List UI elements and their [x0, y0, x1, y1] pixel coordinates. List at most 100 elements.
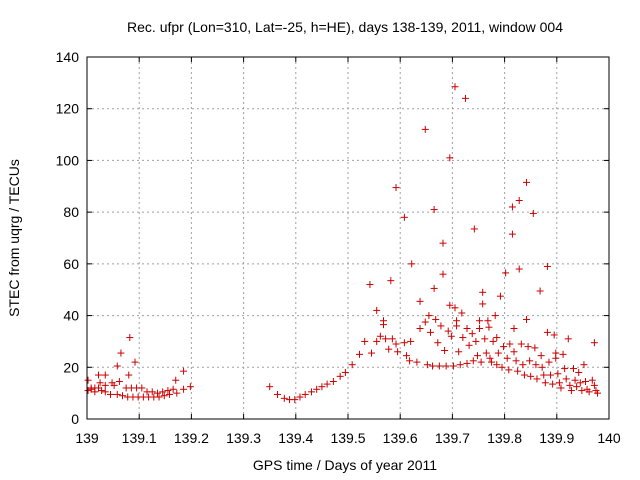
data-point	[117, 349, 125, 357]
data-point	[510, 325, 518, 332]
data-point	[533, 375, 541, 383]
data-point	[519, 361, 527, 369]
data-point	[180, 367, 188, 375]
data-point	[594, 389, 602, 397]
data-point	[423, 361, 431, 369]
data-point	[373, 306, 381, 314]
data-point	[348, 361, 356, 369]
data-points	[84, 83, 602, 404]
data-point	[446, 154, 454, 162]
data-point	[459, 334, 467, 342]
plot-frame	[86, 56, 610, 420]
data-point	[406, 357, 414, 365]
data-point	[336, 372, 344, 380]
data-point	[296, 393, 304, 401]
data-point	[266, 383, 274, 391]
data-point	[126, 334, 134, 342]
data-point	[101, 371, 109, 379]
data-point	[430, 206, 438, 214]
data-point	[98, 387, 106, 395]
data-point	[169, 385, 177, 393]
data-point	[400, 213, 408, 221]
data-point	[125, 371, 133, 379]
data-point	[500, 343, 508, 351]
data-point	[106, 390, 114, 398]
data-point	[379, 321, 387, 329]
data-point	[510, 348, 518, 356]
data-point	[159, 388, 167, 396]
data-point	[541, 379, 549, 387]
data-point	[329, 378, 337, 386]
data-point	[515, 197, 523, 205]
data-point	[446, 301, 454, 309]
x-tick-label: 139.4	[278, 430, 313, 446]
axis-ticks: 139 139.1 139.2 139.3 139.4 139.5 139.6 139.7 13…	[56, 49, 621, 446]
x-tick-label: 139	[75, 430, 99, 446]
data-point	[318, 383, 326, 391]
data-point	[576, 379, 584, 387]
grid-lines	[87, 57, 609, 419]
data-point	[453, 322, 461, 330]
data-point	[524, 343, 532, 351]
data-point	[543, 262, 551, 270]
data-point	[479, 300, 487, 308]
data-point	[366, 281, 374, 289]
data-point	[573, 383, 581, 391]
data-point	[387, 277, 395, 285]
data-point	[557, 384, 565, 392]
data-point	[588, 376, 596, 384]
data-point	[491, 312, 499, 320]
data-point	[280, 394, 288, 402]
data-point	[532, 361, 540, 369]
data-point	[341, 368, 349, 376]
data-point	[564, 335, 572, 343]
data-point	[400, 339, 408, 347]
data-point	[549, 380, 557, 388]
data-point	[155, 393, 163, 401]
data-point	[527, 372, 535, 380]
data-point	[444, 327, 452, 335]
data-point	[493, 334, 501, 342]
data-point	[91, 388, 99, 396]
data-point	[367, 349, 375, 357]
data-point	[552, 354, 560, 362]
data-point	[87, 385, 95, 393]
data-point	[543, 328, 551, 336]
x-tick-label: 139.9	[539, 430, 574, 446]
data-point	[537, 352, 545, 360]
data-point	[447, 332, 455, 340]
data-point	[477, 358, 485, 366]
data-point	[301, 390, 309, 398]
data-point	[526, 357, 534, 365]
data-point	[392, 184, 400, 192]
data-point	[469, 357, 477, 365]
data-point	[180, 385, 188, 393]
data-point	[508, 203, 516, 211]
y-tick-label: 60	[63, 256, 79, 272]
data-point	[382, 335, 390, 343]
data-point	[523, 315, 531, 323]
x-tick-label: 140	[597, 430, 621, 446]
data-point	[585, 388, 593, 396]
data-point	[449, 362, 457, 370]
data-point	[590, 381, 598, 389]
data-point	[96, 379, 104, 387]
data-point	[529, 209, 537, 217]
data-point	[408, 260, 416, 268]
x-tick-label: 139.1	[122, 430, 157, 446]
data-point	[432, 315, 440, 323]
data-point	[555, 379, 563, 387]
data-point	[148, 388, 156, 396]
data-point	[165, 390, 173, 398]
chart-title: Rec. ufpr (Lon=310, Lat=-25, h=HE), days…	[127, 19, 563, 35]
y-tick-label: 140	[56, 49, 80, 65]
data-point	[101, 381, 109, 389]
data-point	[512, 357, 520, 365]
data-point	[416, 325, 424, 332]
data-point	[554, 370, 562, 378]
data-point	[523, 178, 531, 186]
data-point	[463, 359, 471, 367]
data-point	[520, 371, 528, 379]
data-point	[426, 328, 434, 336]
data-point	[376, 332, 384, 340]
